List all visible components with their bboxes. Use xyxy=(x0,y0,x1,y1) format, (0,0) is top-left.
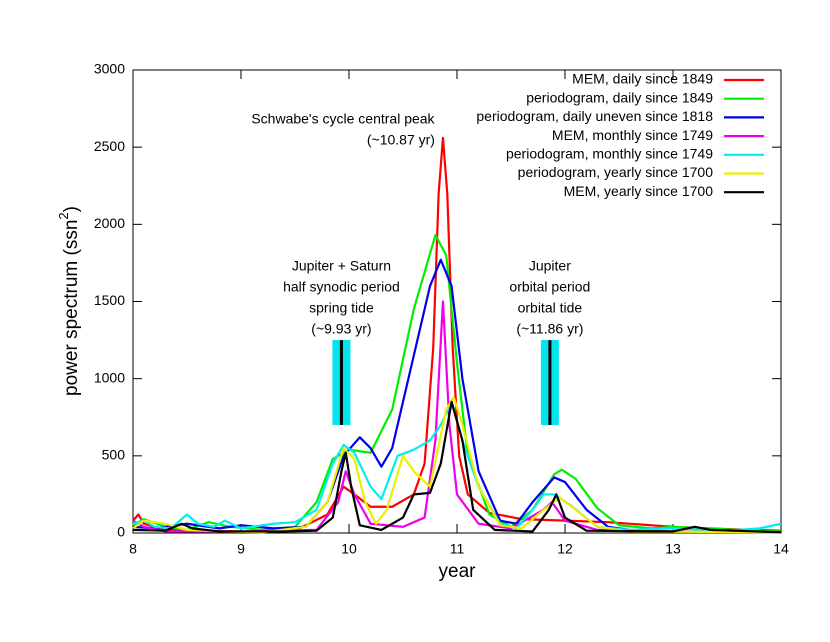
annotation: orbital tide xyxy=(518,300,583,316)
y-tick-label: 3000 xyxy=(94,61,125,77)
annotation: spring tide xyxy=(309,300,374,316)
y-axis-title: power spectrum (ssn2) xyxy=(56,206,82,396)
annotation: Schwabe's cycle central peak xyxy=(251,111,435,127)
annotation: half synodic period xyxy=(283,279,400,295)
y-tick-label: 1000 xyxy=(94,369,125,385)
series-line xyxy=(132,400,782,534)
legend-label: MEM, yearly since 1700 xyxy=(564,183,714,199)
annotation: (~11.86 yr) xyxy=(516,321,583,337)
x-tick-label: 14 xyxy=(773,541,789,557)
y-tick-label: 2000 xyxy=(94,215,125,231)
annotation: (~10.87 yr) xyxy=(367,132,435,148)
legend-label: MEM, monthly since 1749 xyxy=(552,127,713,143)
legend-label: MEM, daily since 1849 xyxy=(572,71,713,87)
legend-label: periodogram, daily uneven since 1818 xyxy=(476,108,713,124)
annotation: orbital period xyxy=(509,279,590,295)
y-axis-title-text: power spectrum (ssn xyxy=(61,220,82,396)
x-tick-label: 11 xyxy=(450,541,465,557)
annotation: Jupiter + Saturn xyxy=(292,258,391,274)
x-tick-label: 13 xyxy=(665,541,681,557)
y-tick-label: 500 xyxy=(102,447,126,463)
legend-label: periodogram, daily since 1849 xyxy=(526,89,713,105)
y-tick-label: 1500 xyxy=(94,292,125,308)
annotation: Jupiter xyxy=(529,258,571,274)
legend-label: periodogram, monthly since 1749 xyxy=(506,146,713,162)
x-tick-label: 12 xyxy=(557,541,573,557)
x-tick-label: 10 xyxy=(341,541,357,557)
legend-label: periodogram, yearly since 1700 xyxy=(518,164,714,180)
x-tick-label: 8 xyxy=(129,541,137,557)
y-tick-label: 0 xyxy=(117,524,125,540)
x-axis-title: year xyxy=(439,561,477,582)
series-line xyxy=(132,258,782,534)
y-axis-title-end: ) xyxy=(61,206,82,212)
x-tick-label: 9 xyxy=(237,541,245,557)
y-axis-title-sup: 2 xyxy=(56,212,71,219)
y-tick-label: 2500 xyxy=(94,138,125,154)
annotation: (~9.93 yr) xyxy=(311,321,371,337)
